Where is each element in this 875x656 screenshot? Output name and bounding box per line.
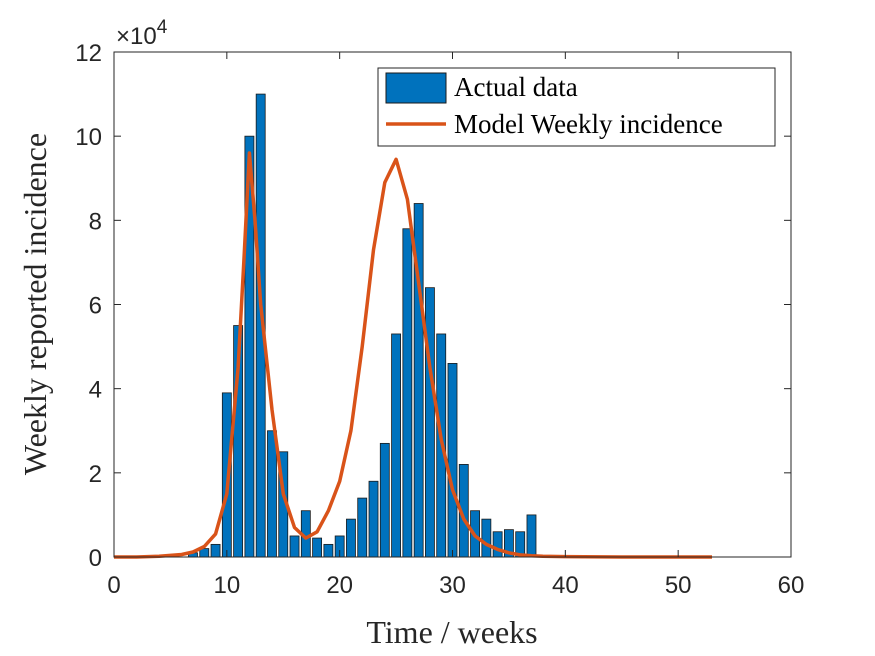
- y-tick-label-2: 2: [89, 461, 102, 488]
- bar-week-25: [391, 333, 401, 558]
- bar-week-23: [368, 480, 379, 558]
- y-tick-label-4: 4: [89, 377, 102, 404]
- bar-week-34: [492, 531, 503, 558]
- y-exponent-label: ×104: [116, 17, 168, 50]
- x-tick-label-30: 30: [439, 572, 466, 599]
- bar-week-28: [425, 287, 435, 558]
- line-layer: [114, 151, 712, 559]
- legend: Actual data Model Weekly incidence: [377, 67, 776, 147]
- bar-week-37: [526, 514, 537, 558]
- y-exponent-power: 4: [157, 17, 168, 38]
- x-tick-label-50: 50: [665, 572, 692, 599]
- y-tick-label-12: 12: [75, 40, 102, 67]
- x-tick-label-60: 60: [778, 572, 805, 599]
- bar-week-24: [379, 442, 390, 558]
- bar-week-26: [402, 228, 413, 558]
- x-tick-label-40: 40: [552, 572, 579, 599]
- legend-entry-actual: Actual data: [454, 72, 578, 102]
- bar-week-19: [323, 543, 334, 558]
- y-tick-label-0: 0: [89, 545, 102, 572]
- x-tick-label-0: 0: [107, 572, 120, 599]
- bar-week-30: [447, 363, 458, 558]
- y-exponent-base: ×10: [116, 23, 157, 50]
- bar-week-18: [312, 537, 323, 558]
- x-axis-label: Time / weeks: [366, 614, 537, 650]
- legend-entry-model: Model Weekly incidence: [454, 109, 723, 139]
- bar-week-16: [289, 535, 300, 558]
- bar-week-14: [267, 430, 277, 558]
- bar-week-9: [210, 543, 221, 558]
- bar-week-33: [481, 518, 492, 558]
- y-axis-label: Weekly reported incidence: [17, 133, 53, 475]
- model-incidence-line: [114, 151, 712, 559]
- bar-week-21: [346, 518, 356, 558]
- y-tick-label-10: 10: [75, 124, 102, 151]
- y-tick-label-8: 8: [89, 208, 102, 235]
- x-tick-label-20: 20: [326, 572, 353, 599]
- y-tick-label-6: 6: [89, 293, 102, 320]
- legend-bar-swatch: [385, 72, 447, 104]
- x-tick-label-10: 10: [213, 572, 240, 599]
- ticks-layer: 0 10 20 30 40 50 60 0 2 4 6 8 10 12: [75, 40, 804, 599]
- bar-week-22: [357, 497, 368, 558]
